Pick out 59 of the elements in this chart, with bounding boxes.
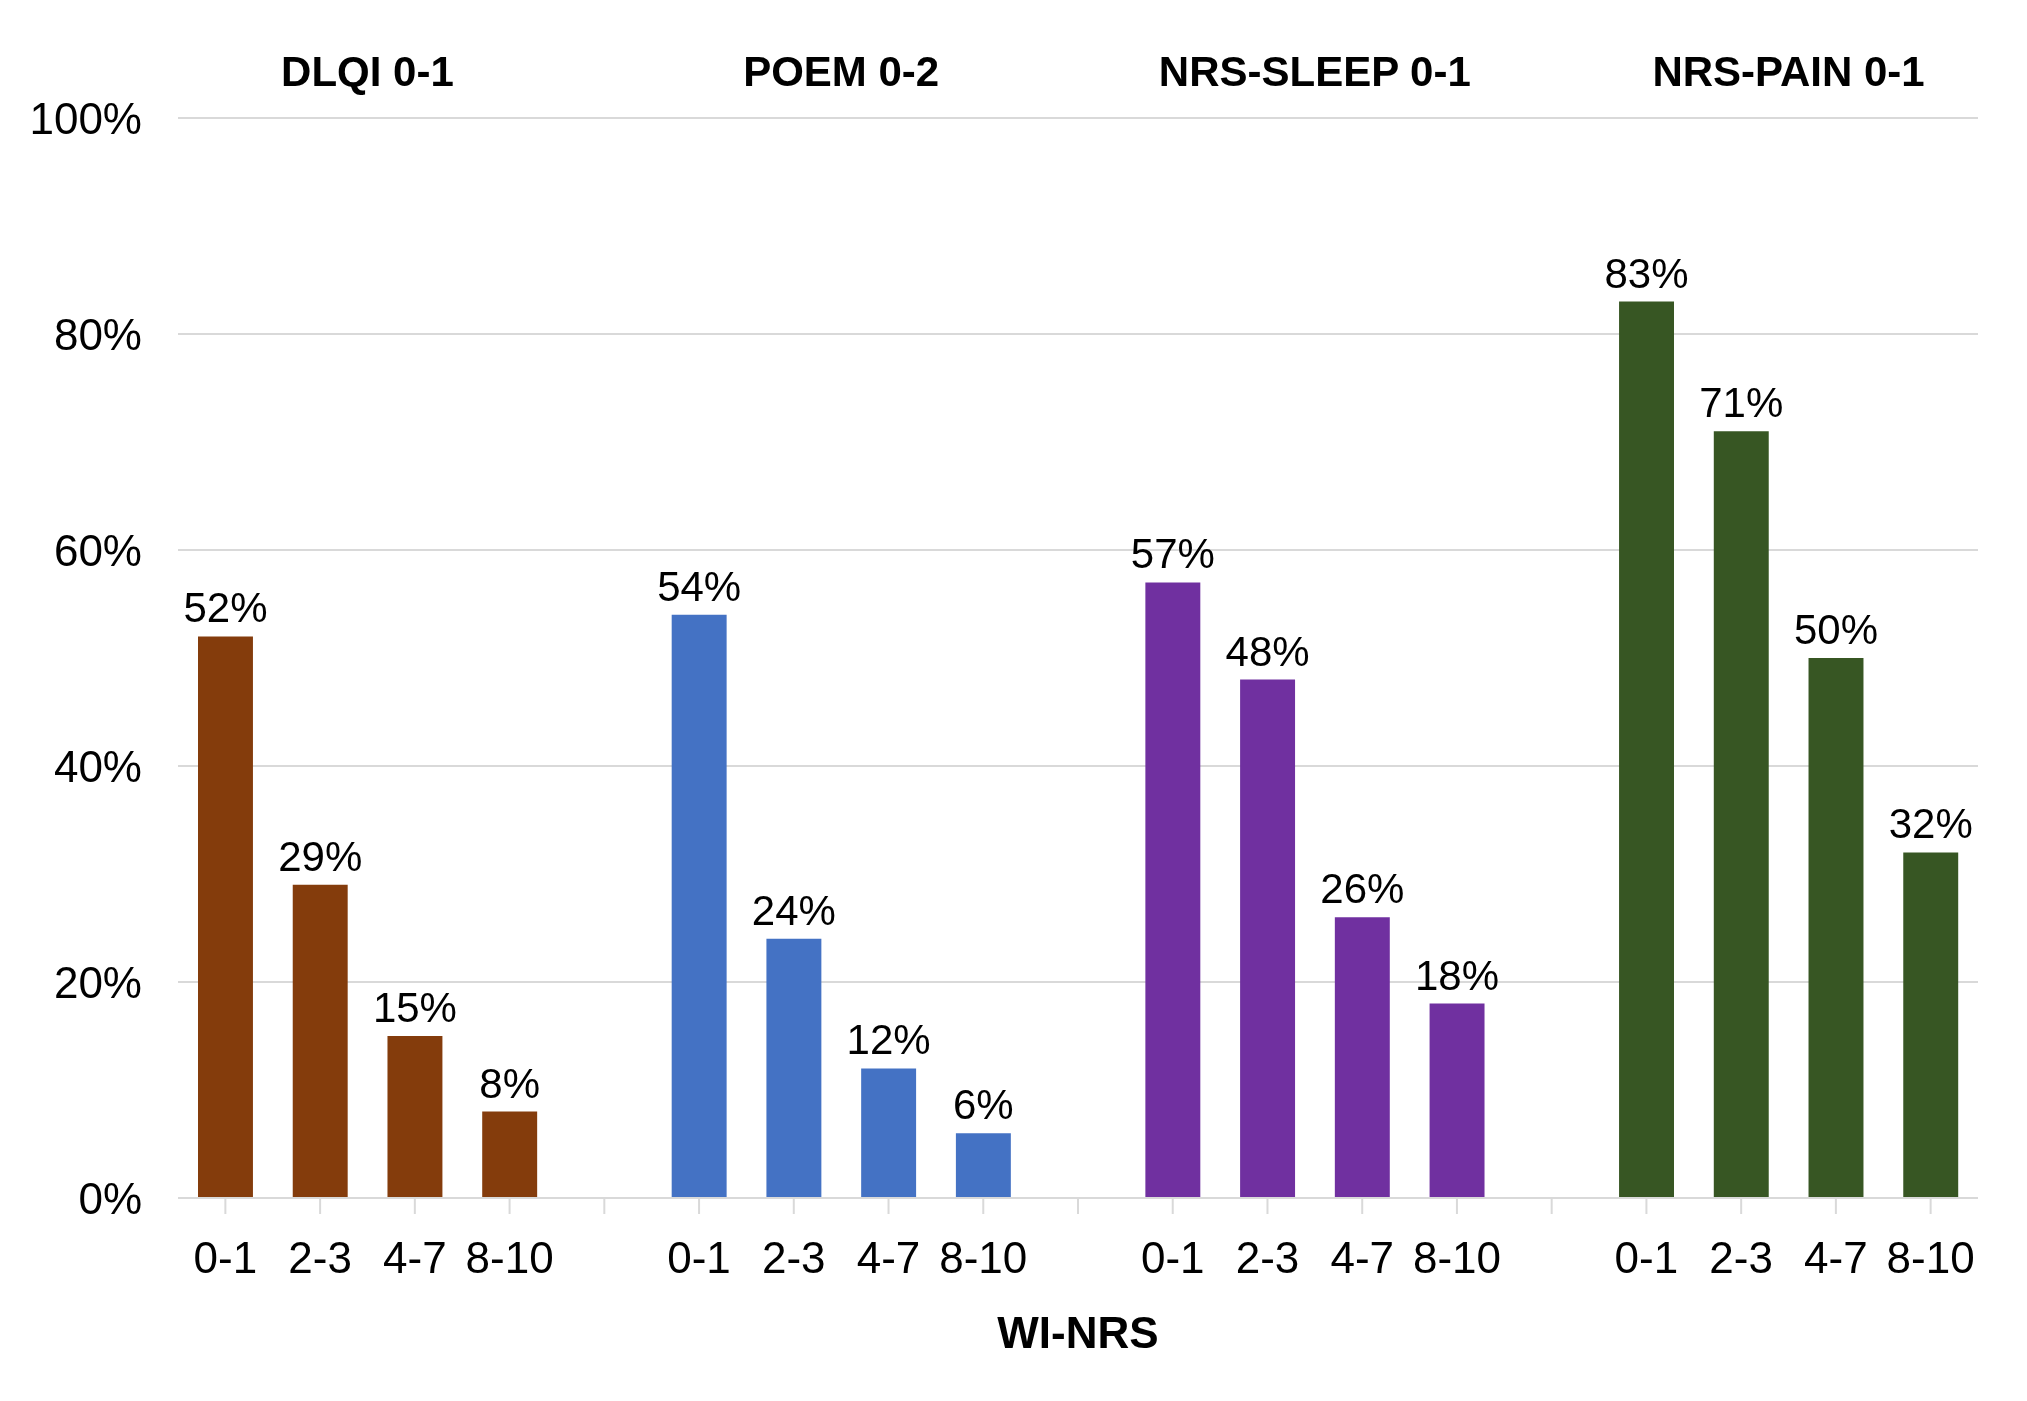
x-tick-label: 8-10 <box>1412 1233 1501 1283</box>
x-tick-label: 0-1 <box>1614 1233 1679 1283</box>
bar <box>387 1036 443 1198</box>
text: DLQI 0-1 <box>281 48 454 95</box>
data-label: 52% <box>183 584 268 632</box>
y-tick-label: 80% <box>53 309 142 359</box>
x-tick-label: 2-3 <box>1235 1233 1300 1283</box>
text: POEM 0-2 <box>742 48 941 96</box>
data-label: 48% <box>1225 627 1310 675</box>
bar <box>1903 852 1959 1198</box>
bar <box>1619 301 1674 1198</box>
x-tick-label: 2-3 <box>288 1233 352 1283</box>
data-label: 6% <box>953 1081 1014 1129</box>
bar <box>955 1133 1011 1198</box>
bar <box>1713 431 1769 1198</box>
data-label: 29% <box>278 832 363 880</box>
x-tick-label: 4-7 <box>1330 1233 1395 1283</box>
x-tick-label: 0-1 <box>193 1233 258 1283</box>
x-tick-label: 4-7 <box>856 1233 921 1283</box>
bar <box>1240 679 1296 1198</box>
x-tick-label: 0-1 <box>667 1233 731 1283</box>
bar <box>671 614 727 1198</box>
data-label: 71% <box>1699 379 1784 427</box>
data-label: 26% <box>1320 865 1405 913</box>
bar <box>198 636 253 1198</box>
data-label: 54% <box>657 562 742 610</box>
y-tick-label: 60% <box>53 525 142 575</box>
x-tick-label: 4-7 <box>1804 1233 1868 1283</box>
data-label: 50% <box>1793 606 1879 653</box>
x-tick-label: 4-7 <box>383 1233 447 1283</box>
x-tick-label: 8-10 <box>465 1233 554 1283</box>
bar <box>766 938 822 1198</box>
text: NRS-PAIN 0-1 <box>1651 48 1926 96</box>
bar <box>1429 1003 1485 1198</box>
text: NRS-SLEEP 0-1 <box>1157 48 1472 96</box>
data-label: 12% <box>846 1016 931 1064</box>
data-label: 8% <box>479 1059 541 1107</box>
bar <box>292 884 348 1198</box>
y-tick-label: 100% <box>29 93 142 143</box>
data-label: 18% <box>1415 951 1500 999</box>
bar <box>861 1068 917 1198</box>
y-tick-label: 20% <box>53 957 142 1007</box>
y-tick-label: 0% <box>78 1173 142 1223</box>
bar <box>482 1111 538 1198</box>
data-label: 15% <box>372 984 457 1031</box>
x-axis-title: WI-NRS <box>997 1308 1159 1357</box>
bar <box>1808 658 1864 1198</box>
bar <box>1145 582 1201 1198</box>
bar <box>1334 917 1390 1198</box>
data-label: 57% <box>1130 530 1215 578</box>
data-label: 24% <box>751 886 836 934</box>
x-tick-label: 0-1 <box>1140 1233 1205 1283</box>
y-tick-label: 40% <box>53 741 142 791</box>
x-tick-label: 2-3 <box>761 1233 826 1283</box>
x-tick-label: 8-10 <box>939 1233 1028 1283</box>
x-tick-label: 2-3 <box>1709 1233 1773 1283</box>
x-tick-label: 8-10 <box>1886 1233 1975 1283</box>
data-label: 83% <box>1604 249 1689 297</box>
data-label: 32% <box>1888 800 1973 848</box>
